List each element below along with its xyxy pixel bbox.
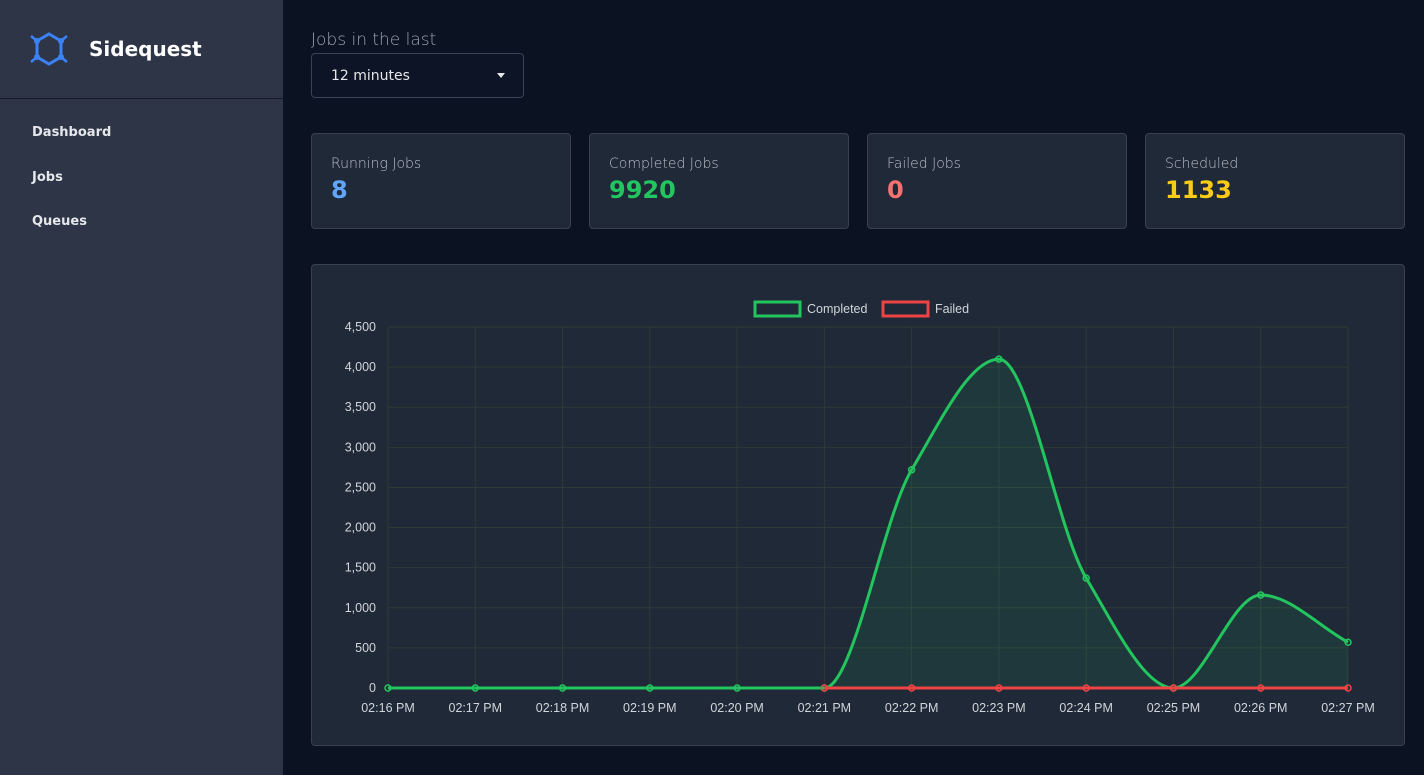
x-tick-label: 02:22 PM	[885, 701, 939, 715]
y-tick-label: 3,000	[345, 440, 376, 454]
x-tick-label: 02:27 PM	[1321, 701, 1375, 715]
legend-label: Completed	[807, 302, 867, 316]
stat-value: 9920	[609, 176, 676, 204]
stat-card-running: Running Jobs 8	[311, 133, 571, 229]
data-point-completed	[907, 466, 916, 474]
app-name: Sidequest	[89, 37, 202, 61]
legend-label: Failed	[935, 302, 969, 316]
sidebar: Sidequest Dashboard Jobs Queues	[0, 0, 283, 775]
sidebar-item-dashboard[interactable]: Dashboard	[32, 125, 112, 140]
stat-label: Running Jobs	[331, 156, 422, 172]
data-point-completed	[995, 355, 1003, 363]
stat-value: 1133	[1165, 176, 1232, 204]
stat-card-completed: Completed Jobs 9920	[589, 133, 849, 229]
x-tick-label: 02:21 PM	[798, 701, 852, 715]
data-point-failed	[1256, 684, 1265, 692]
legend-item-failed[interactable]: Failed	[881, 300, 969, 318]
data-point-failed	[1169, 684, 1178, 692]
stat-label: Scheduled	[1165, 156, 1239, 172]
y-tick-label: 3,500	[345, 400, 376, 414]
time-range-value: 12 minutes	[331, 67, 410, 84]
stat-card-failed: Failed Jobs 0	[867, 133, 1127, 229]
y-tick-label: 4,000	[345, 360, 376, 374]
y-tick-label: 0	[369, 681, 376, 695]
sidebar-item-queues[interactable]: Queues	[32, 214, 87, 229]
x-tick-label: 02:23 PM	[972, 701, 1026, 715]
time-range-label: Jobs in the last	[311, 30, 437, 50]
stat-value: 0	[887, 176, 904, 204]
stat-label: Failed Jobs	[887, 156, 961, 172]
stat-value: 8	[331, 176, 348, 204]
brand[interactable]: Sidequest	[0, 0, 283, 99]
y-tick-label: 500	[355, 641, 376, 655]
data-point-failed	[820, 684, 829, 692]
series-area-completed	[388, 359, 1348, 688]
x-tick-label: 02:26 PM	[1234, 701, 1288, 715]
caret-down-icon	[497, 73, 505, 78]
y-tick-label: 1,500	[345, 561, 376, 575]
main-content: Jobs in the last 12 minutes Running Jobs…	[283, 0, 1424, 775]
y-tick-label: 4,500	[345, 320, 376, 334]
legend-item-completed[interactable]: Completed	[753, 300, 867, 318]
y-tick-label: 2,000	[345, 521, 376, 535]
data-point-completed	[384, 684, 392, 692]
y-tick-label: 2,500	[345, 480, 376, 494]
data-point-failed	[1082, 684, 1090, 692]
data-point-completed	[1082, 574, 1090, 582]
data-point-failed	[995, 684, 1003, 692]
stat-label: Completed Jobs	[609, 156, 719, 172]
data-point-completed	[471, 684, 480, 692]
x-tick-label: 02:17 PM	[449, 701, 503, 715]
x-tick-label: 02:16 PM	[361, 701, 415, 715]
jobs-line-chart: 0 500 1,000 1,500 2,000 2,500 3,000 3,500 4,000 4…	[345, 300, 1375, 715]
data-point-failed	[907, 684, 916, 692]
legend-swatch	[753, 300, 802, 318]
jobs-chart-panel: 0 500 1,000 1,500 2,000 2,500 3,000 3,500 4,000 4…	[311, 264, 1405, 746]
stat-card-scheduled: Scheduled 1133	[1145, 133, 1405, 229]
data-point-completed	[558, 684, 567, 692]
time-range-select[interactable]: 12 minutes	[311, 53, 524, 98]
sidebar-nav: Dashboard Jobs Queues	[0, 99, 283, 255]
data-point-completed	[1256, 591, 1265, 599]
hexagon-logo-icon	[30, 32, 68, 66]
x-tick-label: 02:24 PM	[1059, 701, 1113, 715]
x-tick-label: 02:18 PM	[536, 701, 590, 715]
x-tick-label: 02:19 PM	[623, 701, 677, 715]
data-point-completed	[733, 684, 741, 692]
stats-row: Running Jobs 8 Completed Jobs 9920 Faile…	[311, 133, 1405, 229]
data-point-completed	[1344, 638, 1352, 647]
y-tick-label: 1,000	[345, 601, 376, 615]
sidebar-item-jobs[interactable]: Jobs	[32, 169, 63, 185]
data-point-completed	[646, 684, 654, 692]
data-point-failed	[1344, 684, 1352, 692]
legend-swatch	[881, 300, 930, 318]
x-tick-label: 02:25 PM	[1147, 701, 1201, 715]
x-tick-label: 02:20 PM	[710, 701, 764, 715]
series-line-completed	[388, 357, 1349, 690]
